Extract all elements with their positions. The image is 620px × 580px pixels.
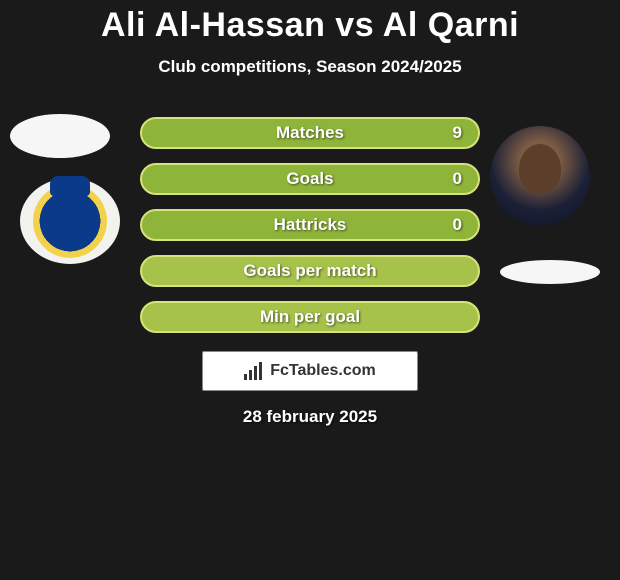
stat-row-matches: Matches 9	[140, 117, 480, 149]
club-badge-inner	[33, 184, 107, 258]
brand-text: FcTables.com	[270, 362, 376, 380]
stat-label: Matches	[276, 123, 344, 143]
stat-row-hattricks: Hattricks 0	[140, 209, 480, 241]
page-title: Ali Al-Hassan vs Al Qarni	[0, 0, 620, 45]
brand-badge: FcTables.com	[202, 351, 418, 391]
stat-row-min-per-goal: Min per goal	[140, 301, 480, 333]
stat-row-goals: Goals 0	[140, 163, 480, 195]
stat-value-right: 0	[453, 169, 462, 189]
brand-chart-icon	[244, 362, 262, 380]
stat-value-right: 0	[453, 215, 462, 235]
player-right-avatar	[490, 126, 590, 226]
player-left-club-badge	[20, 178, 120, 264]
player-right-placeholder-oval	[500, 260, 600, 284]
stat-value-right: 9	[453, 123, 462, 143]
stat-row-goals-per-match: Goals per match	[140, 255, 480, 287]
stat-label: Hattricks	[274, 215, 347, 235]
subtitle: Club competitions, Season 2024/2025	[0, 57, 620, 77]
player-left-avatar	[10, 114, 110, 158]
footer-date: 28 february 2025	[0, 407, 620, 427]
stat-label: Min per goal	[260, 307, 360, 327]
stat-label: Goals per match	[243, 261, 376, 281]
stat-label: Goals	[286, 169, 333, 189]
